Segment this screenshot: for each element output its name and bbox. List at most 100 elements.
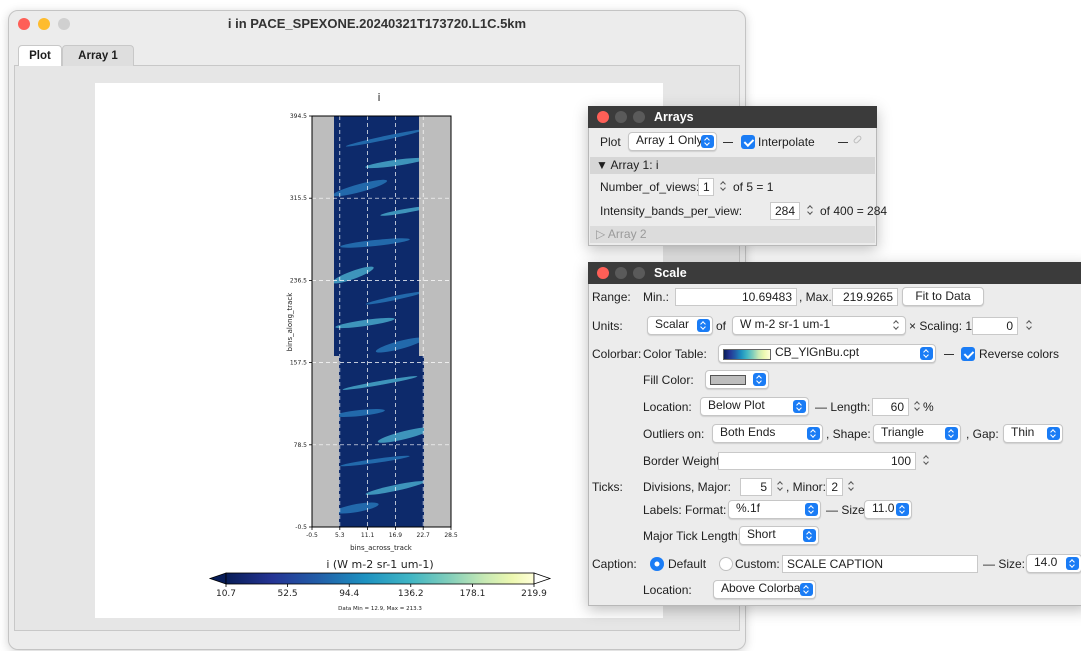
text-field[interactable]: SCALE CAPTION	[782, 555, 978, 573]
stepper[interactable]	[922, 453, 931, 468]
dropdown-arrow[interactable]	[1047, 427, 1060, 440]
x-tick-label: -0.5	[306, 532, 318, 539]
y-tick-label: 236.5	[290, 277, 307, 284]
x-axis-label: bins_across_track	[350, 544, 413, 552]
colorbar-tick-label: 178.1	[460, 589, 486, 599]
dropdown-arrow[interactable]	[920, 347, 933, 360]
label: Reverse colors	[979, 346, 1059, 362]
label: Interpolate	[758, 134, 815, 150]
dropdown[interactable]: Short	[739, 526, 819, 545]
button[interactable]: Fit to Data	[902, 287, 984, 306]
dropdown-value: Array 1 Only	[636, 133, 703, 147]
section-header[interactable]: ▷ Array 2	[590, 226, 875, 243]
text-field[interactable]: 100	[718, 452, 916, 470]
dropdown[interactable]: Above Colorbar	[713, 580, 816, 599]
dropdown-value: %.1f	[736, 501, 760, 515]
label: Default	[668, 556, 706, 572]
label: Units:	[592, 318, 623, 334]
label: — Length:	[815, 399, 870, 415]
radio-button[interactable]	[719, 557, 733, 571]
x-tick-label: 5.3	[335, 532, 345, 539]
dropdown-arrow[interactable]	[753, 373, 766, 386]
status-bar	[9, 631, 745, 649]
y-tick-label: 315.5	[290, 195, 307, 202]
stepper[interactable]	[847, 479, 856, 494]
label: of 5 = 1	[733, 179, 773, 195]
dropdown-arrow[interactable]	[1066, 557, 1079, 570]
text-field[interactable]: 10.69483	[675, 288, 797, 306]
fill-color-swatch	[710, 375, 746, 385]
colorbar-tick-label: 136.2	[398, 589, 424, 599]
plot-title: i	[377, 91, 380, 104]
dropdown-arrow[interactable]	[793, 400, 806, 413]
label: Caption:	[592, 556, 637, 572]
text-field[interactable]: 60	[872, 398, 909, 416]
window-title: i in PACE_SPEXONE.20240321T173720.L1C.5k…	[8, 16, 746, 31]
y-tick-label: 157.5	[290, 360, 307, 367]
label: Location:	[643, 582, 692, 598]
stepper[interactable]	[776, 479, 785, 494]
data-range-note: Data Min = 12.9, Max = 213.3	[338, 606, 422, 612]
dropdown-value: 11.0	[872, 501, 894, 515]
label: Fill Color:	[643, 372, 694, 388]
dropdown[interactable]: Thin	[1003, 424, 1063, 443]
dropdown-value: Triangle	[881, 425, 924, 439]
dropdown-arrow[interactable]	[803, 529, 816, 542]
section-header[interactable]: ▼ Array 1: i	[590, 157, 875, 174]
minimize-button	[615, 111, 627, 123]
text-field[interactable]: 1	[698, 178, 714, 196]
colorbar-low-outlier	[210, 573, 226, 584]
stepper[interactable]	[719, 179, 728, 194]
dropdown-arrow[interactable]	[805, 503, 818, 516]
dropdown[interactable]: Scalar	[647, 316, 713, 335]
dropdown-arrow[interactable]	[896, 503, 909, 516]
label: , Minor:	[786, 479, 826, 495]
y-tick-label: 394.5	[290, 113, 307, 120]
checkbox[interactable]	[961, 347, 975, 361]
dropdown-arrow[interactable]	[701, 135, 714, 148]
stepper[interactable]	[806, 203, 815, 218]
colorbar-tick-label: 52.5	[278, 589, 298, 599]
dropdown-arrow[interactable]	[945, 427, 958, 440]
radio-button[interactable]	[650, 557, 664, 571]
checkbox[interactable]	[741, 135, 755, 149]
label: , Max.:	[799, 289, 835, 305]
text-field[interactable]: 284	[770, 202, 800, 220]
zoom-button	[633, 267, 645, 279]
label: Range:	[592, 289, 631, 305]
dropdown-arrow[interactable]	[807, 427, 820, 440]
text-field[interactable]: 5	[740, 478, 772, 496]
label: Ticks:	[592, 479, 623, 495]
tab[interactable]: Plot	[18, 45, 62, 66]
stepper[interactable]	[1025, 318, 1034, 333]
stepper[interactable]	[913, 399, 922, 414]
dropdown[interactable]: 14.0	[1026, 554, 1081, 573]
tab[interactable]: Array 1	[62, 45, 134, 66]
label: Labels: Format:	[643, 502, 726, 518]
label: — Size:	[983, 556, 1025, 572]
dropdown[interactable]: Both Ends	[712, 424, 823, 443]
text-field[interactable]: 0	[972, 317, 1018, 335]
dropdown[interactable]: Array 1 Only	[628, 132, 717, 151]
dropdown-arrow[interactable]	[800, 583, 813, 596]
close-button[interactable]	[597, 111, 609, 123]
close-button[interactable]	[597, 267, 609, 279]
dropdown-arrow[interactable]	[697, 319, 710, 332]
colorbar-high-outlier	[534, 573, 550, 584]
dropdown[interactable]: Triangle	[873, 424, 961, 443]
dropdown[interactable]: W m-2 sr-1 um-1	[732, 316, 906, 335]
dropdown[interactable]: Below Plot	[700, 397, 809, 416]
dropdown[interactable]: %.1f	[728, 500, 821, 519]
dropdown[interactable]: 11.0	[864, 500, 912, 519]
label: Color Table:	[643, 346, 707, 362]
x-tick-label: 22.7	[417, 532, 431, 539]
y-tick-label: -0.5	[295, 524, 307, 531]
stepper[interactable]	[892, 318, 901, 333]
label: Plot	[600, 134, 621, 150]
label: Intensity_bands_per_view:	[600, 203, 742, 219]
text-field[interactable]: 2	[826, 478, 843, 496]
separator	[944, 354, 954, 355]
label: of	[716, 318, 726, 334]
dropdown-value: Thin	[1011, 425, 1034, 439]
text-field[interactable]: 219.9265	[832, 288, 898, 306]
